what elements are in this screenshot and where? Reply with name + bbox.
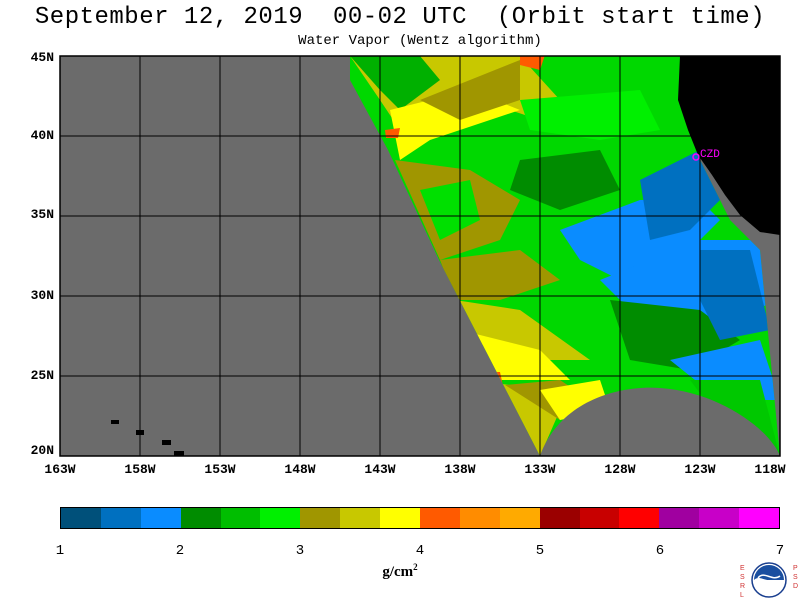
station-marker [692,153,700,161]
scale-tick-7: 7 [775,543,785,559]
lon-label-158w: 158W [124,462,156,477]
color-scale-segment [340,508,381,528]
color-scale-segment [380,508,421,528]
svg-text:S: S [793,574,798,581]
map-grid [60,56,780,456]
svg-text:L: L [740,592,744,599]
lon-label-118w: 118W [754,462,786,477]
land-mass [678,56,780,235]
color-scale-segment [180,508,221,528]
color-scale-segment [260,508,301,528]
lon-label-163w: 163W [44,462,76,477]
lon-label-148w: 148W [284,462,316,477]
lat-label-40n: 40N [30,128,54,143]
scale-tick-2: 2 [175,543,185,559]
svg-text:S: S [740,574,745,581]
lon-label-143w: 143W [364,462,396,477]
water-vapor-map: CZD [59,55,781,457]
color-scale-segment [61,508,101,528]
station-label: CZD [700,149,720,161]
color-scale-segment [100,508,141,528]
color-scale-segment [619,508,660,528]
color-scale-segment [539,508,580,528]
lon-label-153w: 153W [204,462,236,477]
lat-label-30n: 30N [30,288,54,303]
color-scale-segment [220,508,261,528]
scale-tick-1: 1 [55,543,65,559]
svg-text:R: R [740,583,745,590]
color-scale-segment [140,508,181,528]
lat-label-25n: 25N [30,368,54,383]
lon-label-133w: 133W [524,462,556,477]
color-scale-segment [499,508,540,528]
svg-text:D: D [793,583,798,590]
scale-tick-4: 4 [415,543,425,559]
color-scale-segment [739,508,780,528]
color-scale-segment [579,508,620,528]
units-label: g/cm2 [382,562,418,580]
noaa-logo: E S R L P S D [740,562,798,599]
map-subtitle: Water Vapor (Wentz algorithm) [298,33,542,49]
svg-text:P: P [793,565,798,572]
color-scale-bar [60,507,780,529]
lon-label-123w: 123W [684,462,716,477]
scale-tick-6: 6 [655,543,665,559]
map-title: September 12, 2019 00-02 UTC (Orbit star… [34,4,766,31]
lon-label-138w: 138W [444,462,476,477]
scale-tick-5: 5 [535,543,545,559]
lat-label-20n: 20N [30,443,54,458]
color-scale-segment [300,508,341,528]
map-frame [59,55,781,457]
color-scale-segment [659,508,700,528]
color-scale-segment [459,508,500,528]
scale-tick-3: 3 [295,543,305,559]
lat-label-35n: 35N [30,207,54,222]
color-scale-segment [699,508,740,528]
lat-label-45n: 45N [30,50,54,65]
color-scale-segment [420,508,460,528]
lon-label-128w: 128W [604,462,636,477]
no-data-arc [540,387,780,456]
svg-text:E: E [740,565,745,572]
